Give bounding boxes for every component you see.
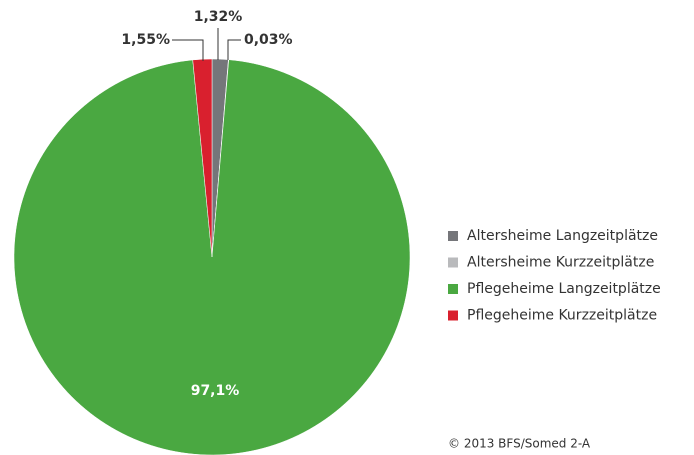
legend-label: Altersheime Langzeitplätze xyxy=(467,228,658,244)
leader-line xyxy=(227,39,241,60)
pie-slice xyxy=(192,58,213,258)
source: © 2013 BFS/Somed 2-A xyxy=(448,437,591,451)
legend-label: Pflegeheime Langzeitplätze xyxy=(467,281,661,297)
legend-label: Pflegeheime Kurzzeitplätze xyxy=(467,308,657,324)
value-label: 1,55% xyxy=(121,32,170,48)
value-label: 97,1% xyxy=(191,383,240,399)
legend-swatch xyxy=(448,284,458,294)
value-label: 1,32% xyxy=(194,9,243,25)
leader-line xyxy=(172,39,204,61)
legend-label: Altersheime Kurzzeitplätze xyxy=(467,255,654,271)
legend-swatch xyxy=(448,257,458,268)
legend-swatch xyxy=(448,310,458,321)
value-label: 0,03% xyxy=(244,32,293,48)
legend-swatch xyxy=(448,231,458,241)
